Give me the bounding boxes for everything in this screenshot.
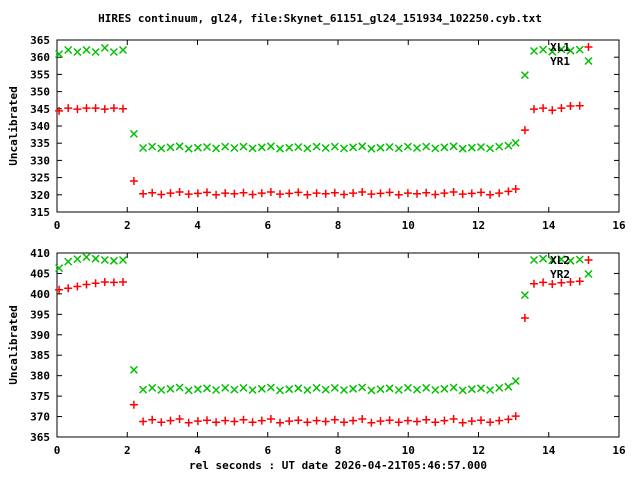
x-axis-label: rel seconds : UT date 2026-04-21T05:46:5…: [188, 459, 487, 472]
y-tick-label: 320: [30, 189, 50, 202]
y-axis-label-bottom: Uncalibrated: [7, 305, 20, 385]
y-tick-label: 340: [30, 120, 50, 133]
y-tick-label: 410: [30, 247, 50, 260]
series-points-XL1: [55, 101, 584, 199]
chart-title: HIRES continuum, gl24, file:Skynet_61151…: [98, 12, 542, 25]
y-tick-label: 365: [30, 34, 50, 47]
x-tick-label: 10: [402, 219, 415, 232]
y-tick-label: 350: [30, 86, 50, 99]
y-tick-label: 405: [30, 267, 50, 280]
y-tick-label: 335: [30, 137, 50, 150]
legend-marker-YR2: [584, 269, 593, 279]
x-tick-label: 6: [264, 444, 271, 457]
y-tick-label: 360: [30, 51, 50, 64]
y-tick-label: 370: [30, 411, 50, 424]
y-tick-label: 400: [30, 288, 50, 301]
y-axis-label-top: Uncalibrated: [7, 86, 20, 166]
x-tick-label: 16: [612, 444, 626, 457]
x-tick-label: 2: [124, 444, 131, 457]
legend-label-xl1: XL1: [550, 41, 570, 54]
x-tick-label: 8: [335, 219, 342, 232]
y-tick-label: 365: [30, 431, 50, 444]
x-tick-label: 0: [54, 219, 61, 232]
series-points-YR2: [55, 253, 584, 395]
x-tick-label: 8: [335, 444, 342, 457]
x-tick-label: 14: [542, 219, 556, 232]
legend-label-yr1: YR1: [550, 55, 570, 68]
y-tick-label: 395: [30, 308, 50, 321]
y-tick-label: 345: [30, 103, 50, 116]
x-tick-label: 16: [612, 219, 626, 232]
legend-marker-XL2: [584, 256, 593, 264]
y-tick-label: 390: [30, 329, 50, 342]
y-tick-label: 375: [30, 390, 50, 403]
legend-label-yr2: YR2: [550, 268, 570, 281]
series-points-YR1: [55, 43, 584, 153]
x-tick-label: 12: [472, 219, 485, 232]
x-tick-label: 2: [124, 219, 131, 232]
x-tick-label: 10: [402, 444, 415, 457]
legend-label-xl2: XL2: [550, 254, 570, 267]
legend-marker-YR1: [584, 56, 593, 66]
x-tick-label: 4: [194, 219, 201, 232]
legend-marker-XL1: [584, 43, 593, 51]
series-points-XL2: [55, 277, 584, 427]
y-tick-label: 385: [30, 349, 50, 362]
x-tick-label: 4: [194, 444, 201, 457]
x-tick-label: 14: [542, 444, 556, 457]
y-tick-label: 315: [30, 206, 50, 219]
y-tick-label: 330: [30, 154, 50, 167]
x-tick-label: 6: [264, 219, 271, 232]
y-tick-label: 355: [30, 68, 50, 81]
y-tick-label: 325: [30, 172, 50, 185]
x-tick-label: 12: [472, 444, 485, 457]
x-tick-label: 0: [54, 444, 61, 457]
y-tick-label: 380: [30, 370, 50, 383]
